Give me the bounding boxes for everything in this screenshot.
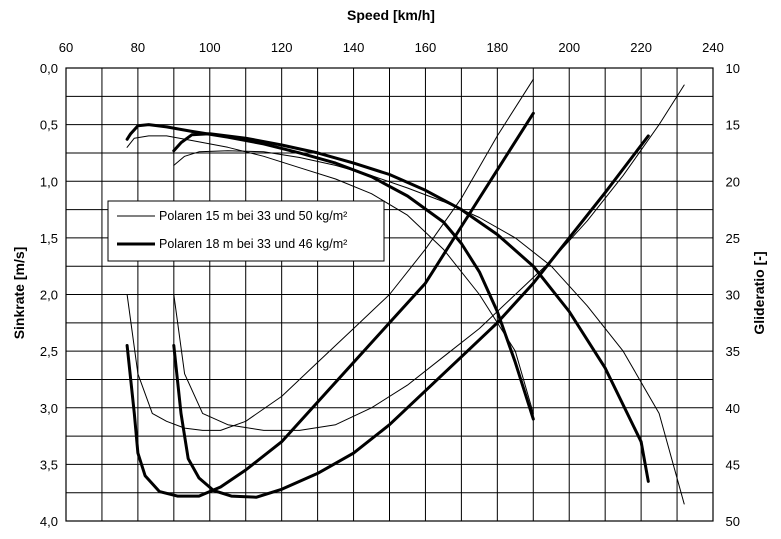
x-tick-label: 240 xyxy=(702,40,724,55)
y-left-tick-label: 2,5 xyxy=(40,344,58,359)
y-left-axis-title: Sinkrate [m/s] xyxy=(11,247,27,340)
x-tick-label: 100 xyxy=(199,40,221,55)
y-right-tick-label: 20 xyxy=(726,174,740,189)
x-ticks: 60 80 100 120 140 160 180 200 220 240 xyxy=(59,40,724,55)
y-left-tick-label: 0,5 xyxy=(40,118,58,133)
legend-label-thick: Polaren 18 m bei 33 und 46 kg/m² xyxy=(159,237,347,251)
x-tick-label: 180 xyxy=(486,40,508,55)
legend-label-thin: Polaren 15 m bei 33 und 50 kg/m² xyxy=(159,209,347,223)
y-left-tick-label: 1,0 xyxy=(40,174,58,189)
legend: Polaren 15 m bei 33 und 50 kg/m² Polaren… xyxy=(107,200,385,262)
y-right-tick-label: 25 xyxy=(726,231,740,246)
y-right-tick-label: 15 xyxy=(726,118,740,133)
y-right-tick-label: 10 xyxy=(726,61,740,76)
x-tick-label: 160 xyxy=(415,40,437,55)
series-line-thin-glide-2 xyxy=(126,135,534,414)
y-right-tick-label: 50 xyxy=(726,514,740,529)
series-line-thick-glide-7 xyxy=(172,132,650,483)
x-tick-label: 60 xyxy=(59,40,73,55)
series-line-thin-glide-3 xyxy=(173,150,685,505)
series-line-thin-sink-1 xyxy=(173,84,685,431)
y-left-tick-label: 1,5 xyxy=(40,231,58,246)
legend-box xyxy=(107,200,385,262)
y-right-tick-label: 45 xyxy=(726,457,740,472)
series-layer xyxy=(125,78,685,505)
x-tick-label: 80 xyxy=(131,40,145,55)
y-right-tick-label: 40 xyxy=(726,401,740,416)
y-right-ticks: 10 15 20 25 30 35 40 45 50 xyxy=(726,61,740,529)
x-axis-title: Speed [km/h] xyxy=(347,7,435,23)
y-right-tick-label: 30 xyxy=(726,288,740,303)
series-line-thick-sink-4 xyxy=(125,111,535,498)
y-left-ticks: 0,0 0,5 1,0 1,5 2,0 2,5 3,0 3,5 4,0 xyxy=(40,61,58,529)
y-left-tick-label: 2,0 xyxy=(40,288,58,303)
y-left-tick-label: 3,5 xyxy=(40,457,58,472)
plot-frame xyxy=(65,67,714,522)
x-tick-label: 120 xyxy=(271,40,293,55)
series-line-thick-sink-5 xyxy=(172,134,650,499)
x-tick-label: 140 xyxy=(343,40,365,55)
grid xyxy=(65,67,714,522)
y-left-tick-label: 4,0 xyxy=(40,514,58,529)
x-tick-label: 220 xyxy=(630,40,652,55)
y-left-tick-label: 0,0 xyxy=(40,61,58,76)
series-line-thick-glide-6 xyxy=(125,123,535,421)
x-tick-label: 200 xyxy=(558,40,580,55)
y-right-tick-label: 35 xyxy=(726,344,740,359)
y-left-tick-label: 3,0 xyxy=(40,401,58,416)
y-right-axis-title: Glideratio [-] xyxy=(751,251,767,334)
